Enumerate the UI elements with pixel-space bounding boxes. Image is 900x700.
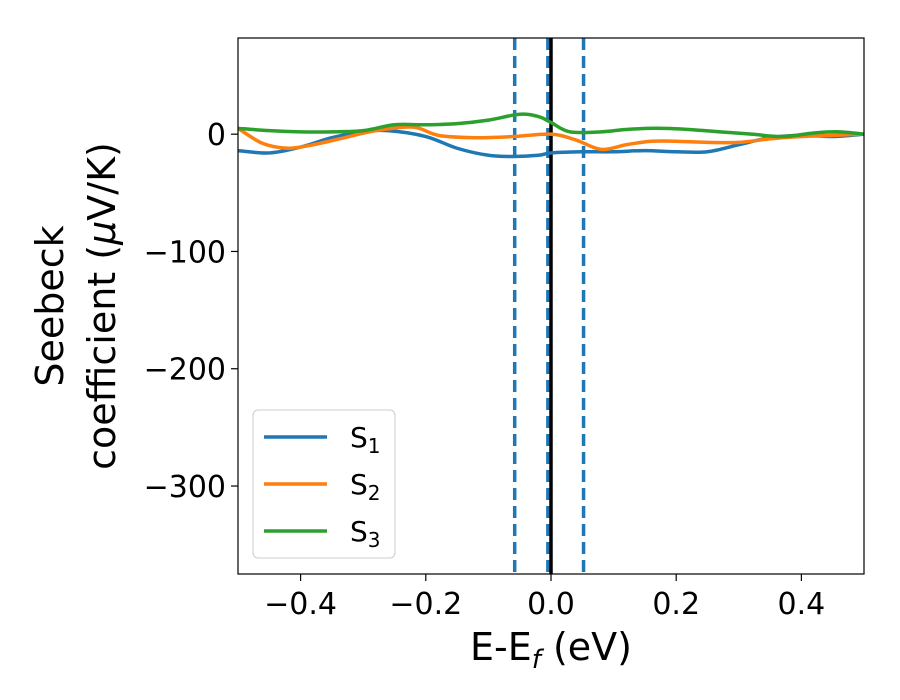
x-tick-label: −0.4 — [264, 587, 337, 622]
series-lines — [238, 112, 864, 159]
x-tick-label: 0.0 — [527, 587, 575, 622]
x-tick-label: 0.2 — [652, 587, 700, 622]
x-axis-label: E-Ef (eV) — [470, 625, 632, 675]
x-axis: −0.4 −0.2 0.0 0.2 0.4 — [264, 574, 825, 622]
y-axis-label-line2: coefficient (μV/K) — [80, 142, 124, 470]
legend-label-s1: S1 — [350, 421, 381, 458]
reference-lines — [512, 38, 586, 574]
x-axis-label-unit: (eV) — [541, 625, 632, 669]
y-tick-label: −100 — [144, 235, 226, 270]
series-line-s2 — [238, 125, 864, 152]
y-tick-label: 0 — [207, 118, 226, 153]
y-tick-label: −200 — [144, 353, 226, 388]
y-tick-label: −300 — [144, 470, 226, 505]
x-tick-label: −0.2 — [389, 587, 462, 622]
legend: S1 S2 S3 — [252, 409, 396, 559]
y-axis-label-line1: Seebeck — [28, 225, 72, 386]
series-line-s3 — [238, 112, 864, 139]
legend-label-s2: S2 — [350, 468, 381, 505]
y-axis-label: Seebeck coefficient (μV/K) — [28, 142, 124, 470]
x-tick-label: 0.4 — [778, 587, 826, 622]
y-axis: 0 −100 −200 −300 — [144, 118, 238, 505]
legend-label-s3: S3 — [350, 515, 381, 552]
